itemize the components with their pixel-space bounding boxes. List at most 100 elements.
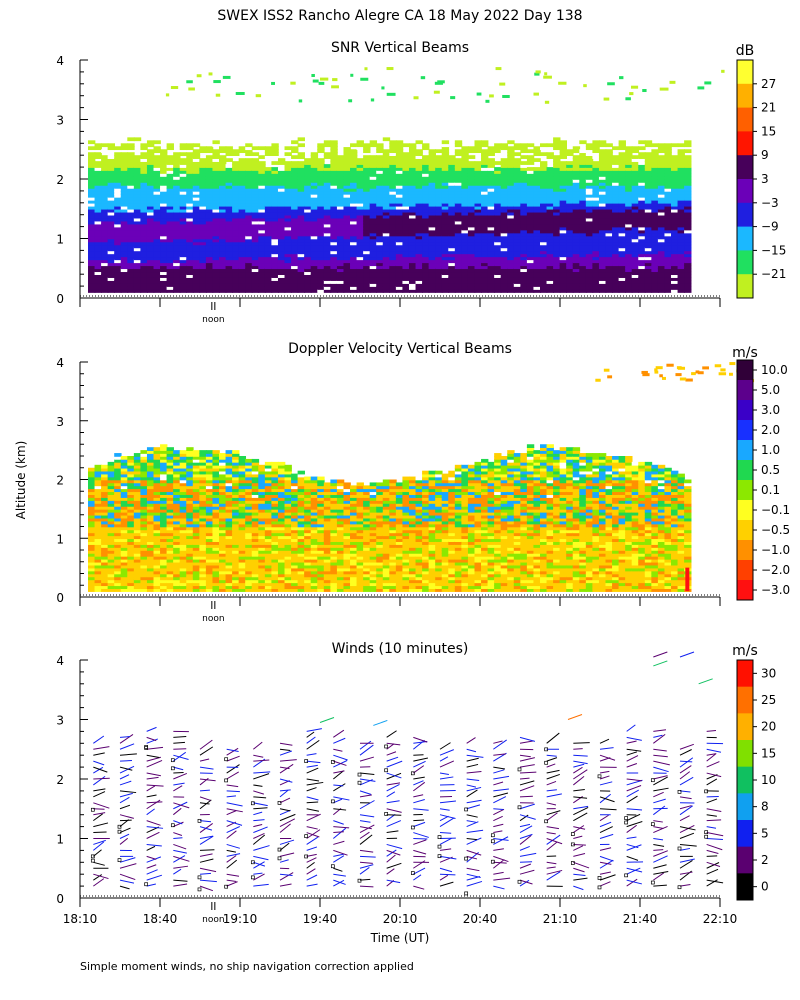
snr-cell xyxy=(186,253,194,258)
snr-cell xyxy=(107,259,116,264)
snr-cell xyxy=(382,179,391,183)
snr-cell xyxy=(402,253,410,258)
snr-cell xyxy=(441,244,450,249)
snr-cell xyxy=(415,238,423,243)
doppler-cell xyxy=(114,582,122,587)
snr-cell xyxy=(330,229,338,234)
snr-cell xyxy=(598,187,607,192)
doppler-cell xyxy=(120,476,129,481)
snr-cell xyxy=(88,280,96,284)
snr-cell xyxy=(638,167,646,171)
snr-cell xyxy=(219,226,227,231)
snr-cell xyxy=(684,262,692,267)
snr-cell xyxy=(474,271,482,275)
snr-cell xyxy=(618,235,626,240)
snr-cell xyxy=(585,289,594,293)
snr-cell xyxy=(140,247,148,252)
snr-cell xyxy=(88,256,96,261)
snr-cell xyxy=(192,167,201,171)
snr-cell xyxy=(454,176,463,180)
snr-cell xyxy=(644,244,653,249)
snr-cell xyxy=(618,152,626,156)
snr-cell xyxy=(88,226,96,231)
snr-cell xyxy=(677,196,685,201)
snr-cell xyxy=(474,280,482,284)
snr-cell xyxy=(127,202,135,207)
snr-cell xyxy=(120,259,129,264)
snr-cell xyxy=(291,208,299,213)
snr-cell xyxy=(304,193,312,198)
snr-cell xyxy=(271,286,279,290)
snr-cell xyxy=(572,238,581,243)
snr-cell xyxy=(186,232,194,237)
snr-cell xyxy=(513,146,522,151)
snr-cell xyxy=(356,208,364,213)
snr-cell xyxy=(258,199,266,204)
snr-cell xyxy=(369,229,378,234)
snr-cell xyxy=(382,208,391,213)
snr-cell xyxy=(245,220,253,225)
snr-cell xyxy=(494,271,502,275)
snr-cell xyxy=(310,226,319,231)
snr-cell xyxy=(120,146,129,151)
snr-cell xyxy=(277,181,286,186)
snr-cell xyxy=(657,170,666,174)
snr-cell xyxy=(540,217,548,222)
snr-cell xyxy=(612,173,620,177)
snr-cell xyxy=(94,152,102,156)
snr-cell xyxy=(474,226,482,231)
snr-cell xyxy=(631,196,640,201)
snr-cell xyxy=(160,164,168,168)
snr-cell xyxy=(88,181,96,186)
doppler-cell xyxy=(107,464,116,469)
snr-cell xyxy=(258,235,266,240)
snr-cell xyxy=(638,250,646,255)
snr-cell xyxy=(422,250,430,255)
snr-cell xyxy=(199,173,207,177)
snr-cell xyxy=(173,152,181,156)
snr-cell xyxy=(114,259,122,264)
snr-cell xyxy=(160,289,168,293)
snr-cell xyxy=(598,229,607,234)
snr-cell xyxy=(310,167,319,171)
snr-cell xyxy=(422,241,430,246)
snr-cell xyxy=(363,217,371,222)
doppler-cell xyxy=(101,491,109,495)
doppler-cell xyxy=(133,555,142,560)
snr-cell xyxy=(363,223,371,228)
snr-cell xyxy=(625,280,633,284)
snr-cell xyxy=(363,286,371,290)
snr-cell xyxy=(343,181,351,186)
snr-cell xyxy=(219,259,227,264)
snr-cell xyxy=(585,211,594,216)
snr-cell xyxy=(395,250,404,255)
snr-cell xyxy=(546,167,554,171)
snr-cell xyxy=(330,143,338,148)
snr-cell xyxy=(513,193,522,198)
snr-cell xyxy=(376,220,384,225)
doppler-cell xyxy=(114,561,122,566)
snr-cell xyxy=(481,202,489,207)
snr-cell xyxy=(579,277,587,281)
snr-cell xyxy=(408,259,417,264)
snr-cell xyxy=(671,205,679,210)
snr-cell xyxy=(350,283,358,287)
snr-cell xyxy=(297,244,305,249)
snr-cell xyxy=(631,226,640,231)
snr-cell xyxy=(120,271,129,275)
snr-cell xyxy=(592,253,600,258)
snr-cell xyxy=(408,176,417,180)
snr-cell xyxy=(264,205,273,210)
snr-cell xyxy=(572,217,581,222)
snr-cell xyxy=(520,211,528,216)
snr-cell xyxy=(127,241,135,246)
snr-cell xyxy=(481,280,489,284)
doppler-cell xyxy=(140,485,148,490)
snr-cell xyxy=(350,253,358,258)
doppler-cell xyxy=(101,503,109,507)
snr-cell xyxy=(546,170,554,174)
doppler-cell xyxy=(133,538,142,542)
snr-cell xyxy=(363,280,371,284)
snr-cell xyxy=(520,268,528,273)
snr-cell xyxy=(612,170,620,174)
